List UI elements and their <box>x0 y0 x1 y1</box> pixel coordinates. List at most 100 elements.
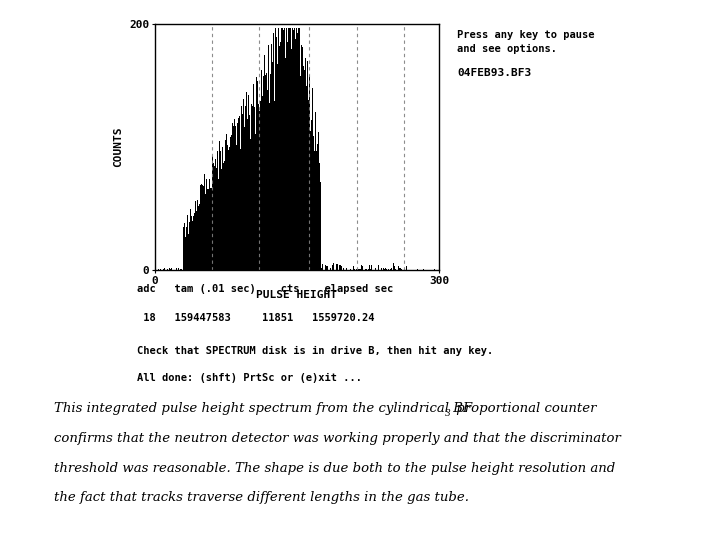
Bar <box>218 179 220 270</box>
Bar <box>265 75 266 270</box>
Bar <box>220 151 221 270</box>
Bar <box>184 224 185 270</box>
Bar <box>286 28 287 270</box>
Bar <box>343 267 344 270</box>
Bar <box>226 133 227 270</box>
Bar <box>386 269 387 270</box>
Bar <box>245 106 246 270</box>
Bar <box>221 169 222 270</box>
Text: 18   159447583     11851   1559720.24: 18 159447583 11851 1559720.24 <box>137 313 374 323</box>
Bar <box>186 227 187 270</box>
Bar <box>196 211 197 270</box>
Bar <box>290 28 292 270</box>
Bar <box>178 267 179 270</box>
Bar <box>167 269 168 270</box>
Bar <box>423 269 424 270</box>
Bar <box>235 126 236 270</box>
Text: threshold was reasonable. The shape is due both to the pulse height resolution a: threshold was reasonable. The shape is d… <box>54 462 616 475</box>
Bar <box>371 265 372 270</box>
Bar <box>276 37 277 270</box>
Bar <box>326 266 328 270</box>
Bar <box>300 76 301 270</box>
Bar <box>374 267 376 270</box>
Bar <box>212 163 214 270</box>
Bar <box>250 139 251 270</box>
Text: proportional counter: proportional counter <box>452 402 597 415</box>
Bar <box>302 66 304 270</box>
Bar <box>305 76 307 270</box>
Bar <box>295 39 296 270</box>
Bar <box>282 28 283 270</box>
Bar <box>217 151 218 270</box>
Bar <box>164 267 165 270</box>
Bar <box>315 112 316 270</box>
Bar <box>275 28 276 270</box>
Bar <box>210 188 211 270</box>
Bar <box>313 136 314 270</box>
Bar <box>274 102 275 270</box>
Bar <box>320 267 322 270</box>
Bar <box>193 216 194 270</box>
Bar <box>272 62 274 270</box>
Bar <box>354 269 355 270</box>
Bar <box>254 107 256 270</box>
Bar <box>240 148 241 270</box>
Bar <box>337 264 338 270</box>
Bar <box>232 124 233 270</box>
Bar <box>392 262 394 270</box>
Bar <box>322 264 323 270</box>
Y-axis label: COUNTS: COUNTS <box>114 127 123 167</box>
Text: confirms that the neutron detector was working properly and that the discriminat: confirms that the neutron detector was w… <box>54 432 621 445</box>
Bar <box>388 269 389 270</box>
Bar <box>384 269 385 270</box>
Bar <box>199 204 200 270</box>
Bar <box>383 267 384 270</box>
Bar <box>189 222 190 270</box>
Bar <box>323 262 325 270</box>
Bar <box>191 216 192 270</box>
Bar <box>284 58 286 270</box>
Bar <box>269 49 271 270</box>
Bar <box>253 84 254 270</box>
Bar <box>366 269 367 270</box>
Bar <box>192 221 193 270</box>
Bar <box>319 163 320 270</box>
Bar <box>241 106 242 270</box>
Bar <box>332 265 333 270</box>
Bar <box>215 159 217 270</box>
Bar <box>398 266 400 270</box>
Bar <box>238 118 239 270</box>
Bar <box>296 28 297 270</box>
Bar <box>243 99 244 270</box>
Text: All done: (shft) PrtSc or (e)xit ...: All done: (shft) PrtSc or (e)xit ... <box>137 373 362 383</box>
Bar <box>316 151 317 270</box>
Bar <box>163 269 164 270</box>
Bar <box>256 77 257 270</box>
Bar <box>227 145 228 270</box>
Bar <box>365 269 366 270</box>
Bar <box>377 265 379 270</box>
Bar <box>236 145 238 270</box>
Bar <box>434 269 436 270</box>
Bar <box>264 56 265 270</box>
Bar <box>370 269 371 270</box>
Bar <box>258 104 259 270</box>
Bar <box>340 265 341 270</box>
Bar <box>391 267 392 270</box>
Bar <box>194 201 196 270</box>
Bar <box>277 64 278 270</box>
Bar <box>394 266 395 270</box>
Bar <box>338 265 340 270</box>
Bar <box>271 44 272 270</box>
Text: the fact that tracks traverse different lengths in the gas tube.: the fact that tracks traverse different … <box>54 491 469 504</box>
Bar <box>181 269 182 270</box>
Bar <box>260 100 261 270</box>
Bar <box>278 28 279 270</box>
Bar <box>312 87 313 270</box>
Bar <box>298 28 299 270</box>
Bar <box>385 267 386 270</box>
Bar <box>225 140 226 270</box>
Bar <box>362 266 364 270</box>
Bar <box>301 45 302 270</box>
Bar <box>248 115 250 270</box>
